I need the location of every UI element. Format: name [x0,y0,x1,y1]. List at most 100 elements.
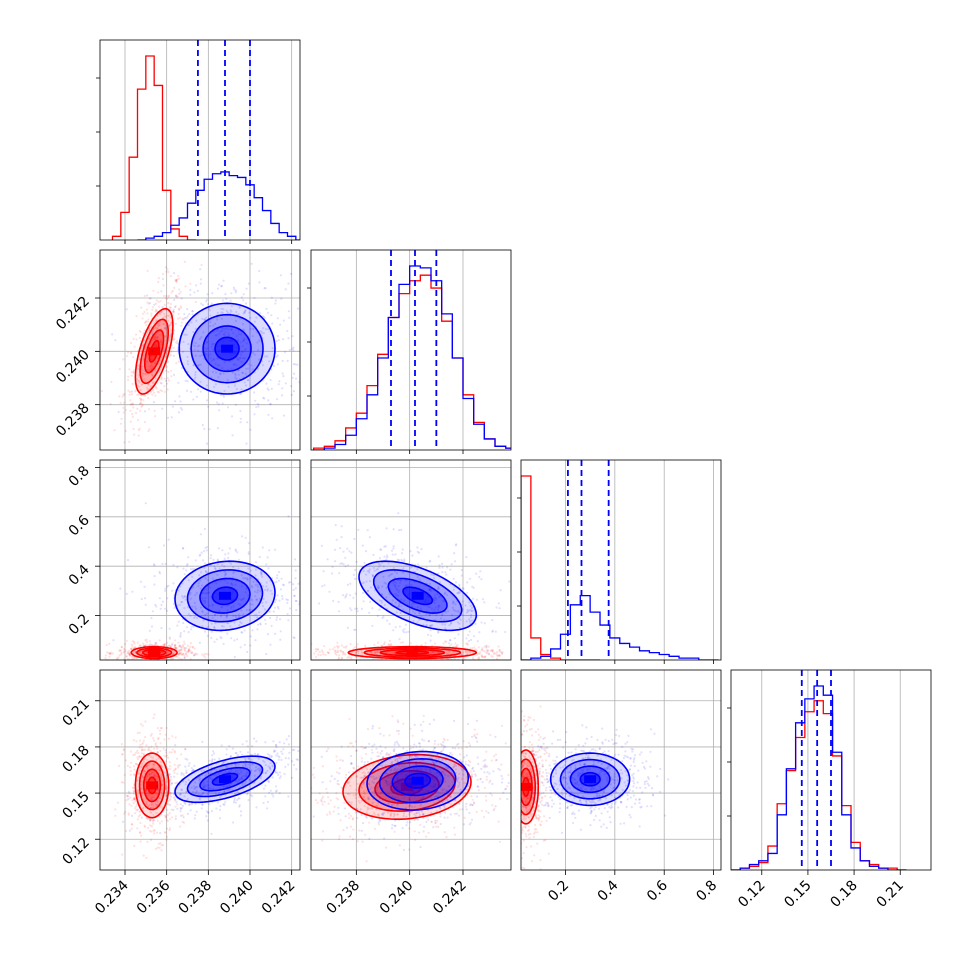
scatter-point [409,810,412,814]
scatter-point [363,561,366,565]
scatter-point [123,812,126,815]
scatter-point [234,549,237,552]
scatter-point [471,804,474,807]
scatter-point [338,654,341,657]
scatter-point [284,382,287,385]
scatter-point [207,307,210,310]
scatter-point [264,772,267,775]
scatter-point [295,652,297,654]
scatter-point [164,607,167,610]
scatter-point [194,615,197,618]
scatter-point [223,791,226,794]
scatter-point [398,757,402,760]
scatter-point [388,592,391,595]
scatter-point [202,591,205,595]
scatter-point [143,662,145,664]
scatter-point [461,651,464,654]
scatter-point [413,612,416,615]
scatter-point [151,799,154,802]
scatter-point [307,588,309,590]
scatter-point [251,586,254,589]
scatter-point [233,288,236,291]
scatter-point [172,658,175,660]
scatter-point [474,773,477,776]
scatter-point [171,782,174,785]
scatter-point [214,383,217,386]
scatter-point [363,792,367,795]
scatter-point [145,323,148,326]
scatter-point [279,630,282,633]
scatter-point [271,765,274,768]
scatter-point [207,784,210,787]
scatter-point [156,747,159,750]
scatter-point [441,789,444,792]
scatter-point [167,644,170,648]
scatter-point [155,785,159,788]
scatter-point [418,831,421,834]
scatter-point [193,291,196,294]
scatter-point [143,770,146,773]
scatter-point [357,652,360,655]
scatter-point [234,319,238,323]
scatter-point [356,607,359,610]
scatter-point [178,651,181,654]
scatter-point [353,628,356,631]
scatter-point [204,577,207,580]
scatter-point [140,749,143,752]
scatter-point [389,752,392,755]
scatter-point [226,368,229,371]
scatter-point [385,554,389,557]
scatter-point [182,652,185,655]
scatter-point [137,758,140,761]
scatter-point [180,646,183,649]
scatter-point [151,771,154,774]
scatter-point [136,378,139,381]
scatter-point [129,773,132,776]
scatter-point [143,338,146,342]
scatter-point [203,318,206,321]
scatter-point [157,337,160,340]
scatter-point [351,818,354,821]
scatter-point [210,662,212,664]
scatter-point [150,750,153,753]
scatter-point [183,312,186,316]
scatter-point [385,582,388,585]
scatter-point [385,586,388,589]
scatter-point [154,774,157,777]
scatter-point [154,641,157,645]
scatter-point [279,588,282,591]
scatter-point [193,654,196,657]
scatter-point [468,609,471,612]
scatter-point [417,586,420,589]
scatter-point [179,305,182,308]
scatter-point [458,622,461,625]
scatter-point [504,630,507,634]
scatter-point [181,546,185,550]
scatter-point [257,405,260,408]
scatter-point [187,323,190,327]
scatter-point [285,556,287,558]
scatter-point [198,344,201,347]
scatter-point [223,579,226,582]
scatter-point [233,797,236,800]
scatter-point [154,394,157,397]
scatter-point [433,601,436,605]
scatter-point [161,810,164,814]
scatter-point [184,285,187,288]
scatter-point [369,600,372,604]
scatter-point [232,605,235,608]
scatter-point [213,613,217,616]
scatter-point [355,775,358,778]
scatter-point [176,655,179,658]
scatter-point [438,566,441,569]
scatter-point [402,797,406,800]
scatter-point [230,763,233,766]
scatter-point [235,335,238,338]
scatter-point [354,651,357,654]
scatter-point [245,771,249,774]
scatter-point [177,411,180,414]
scatter-point [321,733,323,735]
scatter-point [467,610,470,613]
scatter-point [223,574,227,577]
scatter-point [246,792,249,795]
